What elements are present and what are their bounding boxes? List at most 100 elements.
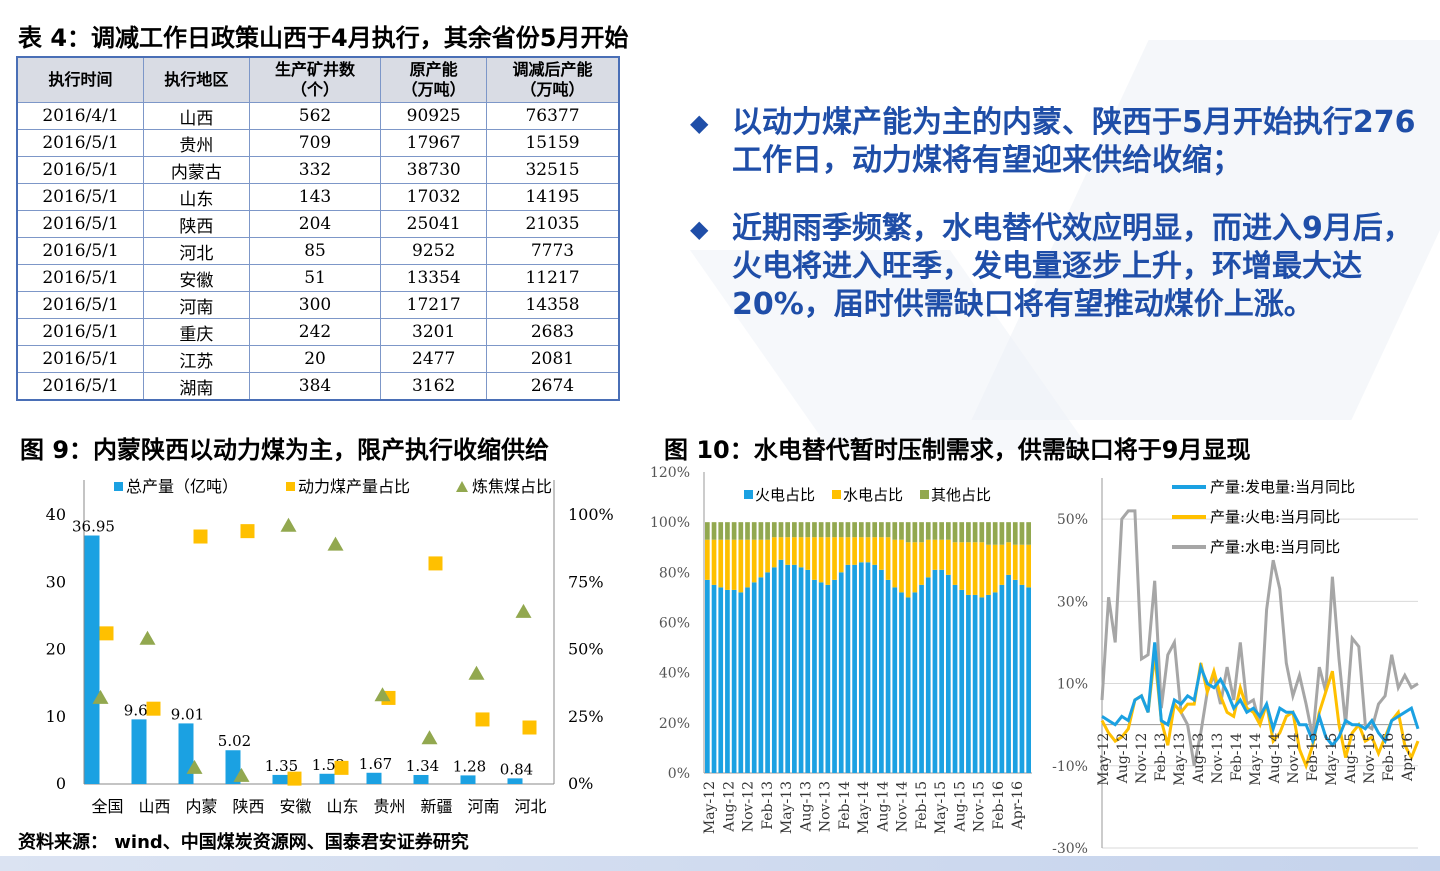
stacked-bar-segment: [792, 564, 797, 773]
table-cell: 山东: [143, 183, 250, 211]
table-cell: 7773: [486, 237, 620, 265]
table-row: 2016/5/1 江苏 20 2477 2081: [16, 345, 620, 373]
x-tick-label: Feb-14: [837, 781, 853, 830]
stacked-bar-segment: [959, 522, 965, 543]
y-tick-label: 120%: [650, 465, 690, 481]
bar: [178, 723, 194, 784]
table-cell: 2477: [380, 345, 487, 373]
stacked-bar-segment: [845, 564, 851, 773]
x-tick-label: Feb-13: [1153, 733, 1169, 782]
y-tick-label: 10%: [1057, 677, 1088, 693]
data-label: 1.67: [359, 755, 392, 773]
table-header-cell: 调减后产能 （万吨）: [486, 56, 620, 103]
legend-label: 火电占比: [755, 486, 815, 504]
table-cell: 17967: [380, 129, 487, 157]
table-cell: 河南: [143, 291, 250, 319]
table-cell: 2674: [486, 372, 620, 401]
table-title: 表 4：调减工作日政策山西于4月执行，其余省份5月开始: [18, 24, 629, 52]
legend-swatch: [832, 490, 841, 499]
table-cell: 143: [248, 183, 382, 211]
table-cell: 204: [248, 210, 382, 238]
table-cell: 2016/5/1: [16, 156, 145, 184]
stacked-bar-segment: [725, 589, 730, 773]
y-tick-label: 0: [56, 774, 66, 793]
legend-swatch: [920, 490, 929, 499]
bar: [225, 750, 241, 784]
stacked-bar-segment: [832, 522, 837, 538]
square-marker: [334, 760, 349, 775]
x-tick-label: 全国: [91, 797, 123, 816]
bar: [131, 719, 147, 784]
stacked-bar-segment: [919, 522, 924, 543]
stacked-bar-segment: [838, 537, 844, 573]
x-tick-label: Nov-15: [1362, 733, 1378, 784]
table-cell: 2016/5/1: [16, 318, 145, 346]
stacked-bar-segment: [785, 537, 791, 565]
stacked-bar-segment: [972, 594, 978, 773]
bullet-text: 以动力煤产能为主的内蒙、陕西于5月开始执行276工作日，动力煤将有望迎来供给收缩…: [732, 105, 1416, 178]
stacked-bar-segment: [818, 582, 824, 773]
stacked-bar-segment: [718, 522, 724, 540]
legend-label: 产量:火电:当月同比: [1210, 508, 1340, 526]
x-tick-label: 安徽: [279, 797, 311, 816]
y-tick-label: 100%: [650, 515, 690, 531]
stacked-bar-segment: [812, 579, 817, 773]
stacked-bar-segment: [785, 522, 791, 538]
stacked-bar-segment: [751, 522, 757, 540]
stacked-bar-segment: [939, 522, 944, 540]
stacked-bar-segment: [771, 567, 777, 773]
x-tick-label: May-14: [1248, 733, 1264, 786]
x-tick-label: Feb-16: [1381, 733, 1397, 782]
stacked-bar-segment: [952, 522, 958, 543]
legend-label: 其他占比: [931, 486, 991, 504]
stacked-bar-segment: [1026, 544, 1031, 588]
stacked-bar-segment: [738, 539, 744, 593]
x-tick-label: May-15: [933, 781, 949, 834]
y-tick-label: 50%: [1057, 512, 1088, 528]
stacked-bar-segment: [838, 522, 844, 538]
diamond-icon: ◆: [690, 215, 709, 243]
table-header-cell: 执行时间: [16, 56, 145, 103]
stacked-bar-segment: [792, 537, 797, 565]
stacked-bar-segment: [805, 537, 811, 570]
bullet-text: 近期雨季频繁，水电替代效应明显，而进入9月后，火电将进入旺季，发电量逐步上升，环…: [732, 211, 1413, 322]
stacked-bar-segment: [966, 594, 971, 773]
x-tick-label: Feb-13: [760, 781, 776, 830]
table-cell: 11217: [486, 264, 620, 292]
x-tick-label: Apr-16: [1400, 733, 1416, 782]
table-cell: 15159: [486, 129, 620, 157]
stacked-bar-segment: [812, 522, 817, 538]
table-header-cell: 生产矿井数 （个）: [248, 56, 382, 103]
triangle-marker: [139, 630, 156, 645]
stacked-bar-segment: [832, 537, 837, 580]
stacked-bar-segment: [745, 539, 750, 588]
stacked-bar-segment: [1012, 579, 1018, 773]
bullet-item: ◆ 近期雨季频繁，水电替代效应明显，而进入9月后，火电将进入旺季，发电量逐步上升…: [690, 210, 1420, 324]
x-tick-label: Aug-15: [952, 781, 968, 833]
stacked-bar-segment: [865, 562, 871, 773]
stacked-bar-segment: [818, 537, 824, 583]
triangle-marker: [327, 536, 344, 551]
table-row: 2016/4/1 山西 562 90925 76377: [16, 102, 620, 130]
x-tick-label: Aug-13: [798, 781, 814, 833]
stacked-bar-segment: [1019, 522, 1025, 545]
footer-bar: [0, 856, 1440, 871]
stacked-bar-segment: [966, 522, 971, 543]
stacked-bar-segment: [879, 569, 884, 773]
stacked-bar-segment: [798, 522, 804, 538]
bullet-item: ◆ 以动力煤产能为主的内蒙、陕西于5月开始执行276工作日，动力煤将有望迎来供给…: [690, 104, 1420, 180]
stacked-bar-segment: [711, 522, 717, 540]
x-tick-label: Feb-15: [1305, 733, 1321, 782]
stacked-bar-segment: [745, 587, 750, 773]
table-cell: 51: [248, 264, 382, 292]
stacked-bar-segment: [892, 539, 898, 588]
bar: [460, 775, 476, 784]
stacked-bar-segment: [818, 522, 824, 538]
y-tick-label: -30%: [1052, 841, 1088, 856]
y-tick-label: 20: [46, 640, 66, 659]
legend-label: 水电占比: [843, 486, 903, 504]
y2-tick-label: 100%: [568, 505, 614, 524]
table-cell: 湖南: [143, 372, 250, 401]
x-tick-label: Nov-15: [972, 781, 988, 832]
stacked-bar-segment: [745, 522, 750, 540]
